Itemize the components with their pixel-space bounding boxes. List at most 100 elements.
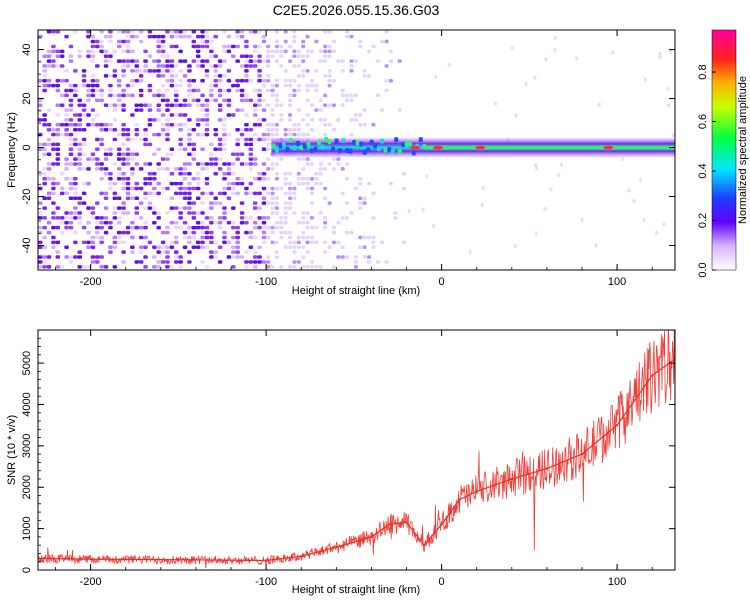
signal-blob: [362, 149, 367, 155]
spectrogram-cell: [38, 211, 43, 215]
spectrogram-cell: [288, 98, 293, 103]
spectrogram-cell: [169, 113, 175, 117]
spectrogram-cell: [296, 221, 301, 225]
spectrogram-cell: [81, 69, 87, 73]
spectrogram-cell: [99, 235, 104, 240]
spectrogram-cell: [292, 245, 297, 250]
spectrogram-cell: [204, 108, 210, 112]
spectrogram-cell: [235, 137, 240, 142]
spectrogram-cell: [195, 176, 201, 181]
spectrogram-cell: [191, 176, 197, 181]
spectrogram-cell: [103, 59, 109, 63]
spectrogram-cell: [81, 103, 87, 107]
spectrogram-cell: [305, 132, 310, 137]
spectrogram-cell: [200, 132, 205, 137]
spectrogram-cell: [204, 265, 210, 269]
spectrogram-cell: [323, 225, 328, 230]
spectrogram-cell: [318, 59, 323, 63]
spectrogram-cell: [134, 162, 140, 166]
spectrogram-cell: [274, 176, 279, 181]
spectrogram-cell: [130, 78, 135, 83]
spectrogram-cell: [130, 83, 135, 88]
spectrogram-cell: [121, 172, 126, 176]
spectrogram-cell: [121, 74, 126, 78]
spectrogram-cell: [77, 123, 82, 127]
spectrogram-cell: [235, 191, 240, 196]
spectrogram-cell: [301, 230, 306, 235]
spectrogram-cell: [248, 64, 254, 68]
spectrogram-cell: [138, 103, 144, 107]
signal-blob: [327, 139, 332, 145]
spectrogram-cell: [266, 49, 271, 54]
spectrogram-cell: [261, 147, 267, 152]
spectrogram-cell: [288, 93, 293, 98]
spectrogram-cell: [318, 118, 323, 122]
spectrogram-cell: [222, 206, 227, 210]
spectrogram-cell: [95, 78, 100, 83]
spectrogram-cell: [274, 201, 279, 205]
signal-blob: [324, 136, 329, 142]
spectrogram-cell: [116, 83, 122, 88]
spectrogram-cell: [204, 113, 210, 117]
spectrogram-cell: [296, 235, 301, 240]
spectrogram-cell: [235, 30, 240, 34]
spectrogram-cell: [169, 83, 175, 88]
spectrogram-cell: [296, 74, 301, 78]
spectrogram-cell: [99, 88, 104, 93]
spectrogram-cell: [345, 30, 350, 34]
colorbar-tick-label: 0.2: [697, 213, 709, 228]
spectrogram-cell: [288, 186, 293, 191]
spectrogram-cell: [77, 211, 82, 215]
spectrogram-cell: [213, 69, 218, 73]
spectrogram-cell: [138, 88, 144, 93]
spectrogram-cell: [270, 113, 275, 117]
spectrogram-cell: [292, 78, 297, 83]
snr-point: [440, 523, 443, 526]
spectrogram-cell: [226, 181, 232, 186]
spectrogram-cell: [279, 221, 284, 225]
spectrogram-cell: [432, 223, 436, 228]
spectrogram-cell: [222, 162, 227, 166]
spectrogram-cell: [349, 64, 354, 68]
spectrogram-cell: [51, 181, 56, 186]
spectrogram-cell: [138, 74, 144, 78]
spectrogram-cell: [323, 93, 328, 98]
spectrogram-cell: [380, 108, 385, 112]
spectrogram-cell: [380, 240, 385, 245]
spectrogram-cell: [261, 196, 267, 201]
spectrogram-cell: [77, 54, 82, 58]
spectrogram-cell: [108, 74, 113, 78]
spectrogram-cell: [349, 34, 354, 39]
spectrogram-cell: [86, 83, 91, 88]
spectrogram-cell: [156, 181, 161, 186]
spectrogram-cell: [90, 74, 96, 78]
spectrogram-cell: [125, 225, 131, 230]
spectrogram-cell: [116, 230, 122, 235]
spectrogram-cell: [130, 69, 135, 73]
spectrogram-cell: [345, 216, 350, 220]
snr-ytick-label: 3000: [21, 434, 33, 458]
spectrogram-cell: [292, 54, 297, 58]
spectrogram-cell: [81, 83, 87, 88]
spectrogram-cell: [191, 147, 197, 152]
spectrogram-cell: [402, 172, 407, 176]
spectrogram-cell: [95, 83, 100, 88]
spectrogram-cell: [73, 216, 78, 220]
spectrogram-cell: [64, 108, 69, 112]
spectrogram-cell: [165, 265, 170, 269]
spectrogram-cell: [252, 235, 258, 240]
spectrogram-cell: [402, 186, 407, 191]
spectrogram-cell: [112, 93, 118, 98]
spectrogram-cell: [73, 113, 78, 117]
spectrogram-cell: [296, 127, 301, 132]
spectrogram-cell: [46, 83, 52, 88]
spectrogram-cell: [323, 118, 328, 122]
spectrogram-cell: [86, 245, 91, 250]
spectrogram-cell: [296, 132, 301, 137]
spectrogram-cell: [292, 127, 297, 132]
snr-point: [370, 535, 373, 539]
spectrogram-cell: [134, 69, 140, 73]
spectrogram-cell: [296, 123, 301, 127]
spectrogram-cell: [64, 93, 69, 98]
spectrogram-cell: [274, 162, 279, 166]
